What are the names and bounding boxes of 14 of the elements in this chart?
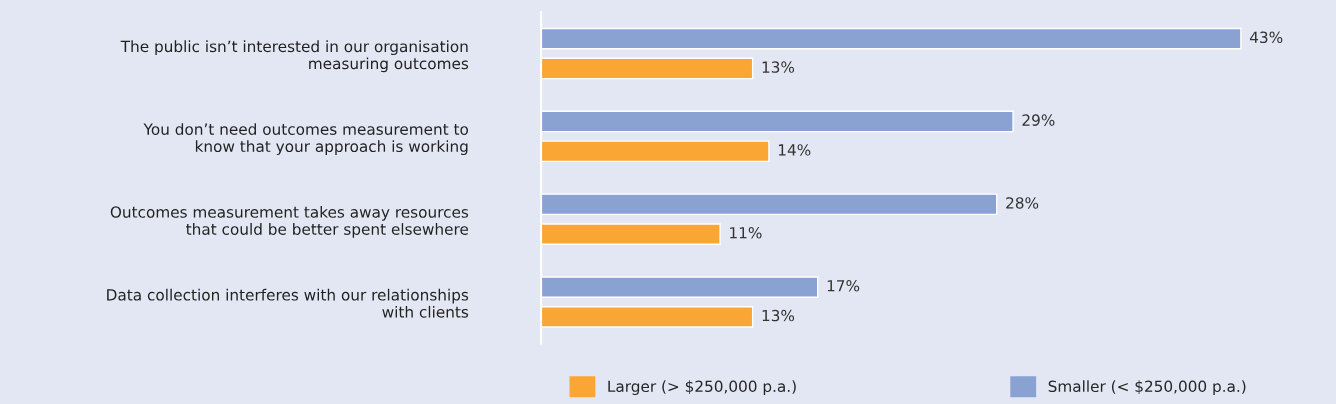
data-label: 17% — [827, 279, 860, 292]
legend-label: Smaller (< $250,000 p.a.) — [1048, 380, 1246, 396]
y-tick-label: Data collection interferes with our relationships with clients — [107, 288, 469, 318]
y-tick-label: You don’t need outcomes measurement to know that your approach is working — [143, 123, 469, 156]
data-label: 29% — [1022, 114, 1055, 126]
data-label: 28% — [1006, 197, 1039, 209]
y-tick-label: The public isn’t interested in our organisation measuring outcomes — [120, 40, 469, 73]
data-label: 13% — [762, 309, 795, 322]
data-label: 14% — [778, 144, 811, 156]
y-tick-label: Outcomes measurement takes away resources that could be better spent elsewhere — [110, 205, 469, 238]
data-label: 11% — [730, 226, 762, 239]
data-label: 43% — [1249, 31, 1283, 44]
legend-label: Larger (> $250,000 p.a.) — [608, 380, 796, 396]
data-label: 13% — [762, 61, 795, 73]
